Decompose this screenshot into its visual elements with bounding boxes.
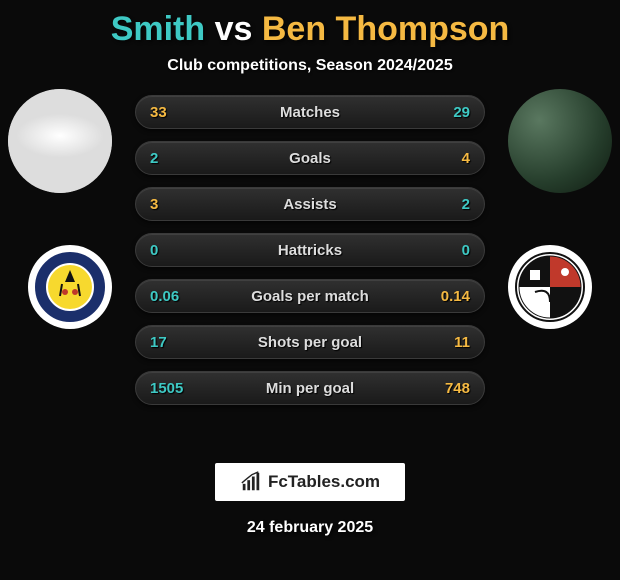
date-text: 24 february 2025 (0, 519, 620, 537)
player2-avatar (508, 89, 612, 193)
stat-label: Min per goal (136, 380, 484, 397)
player1-club-badge (28, 245, 112, 329)
chart-icon (240, 471, 262, 493)
stat-label: Hattricks (136, 242, 484, 259)
player1-avatar (8, 89, 112, 193)
stat-label: Goals (136, 150, 484, 167)
watermark: FcTables.com (215, 463, 405, 501)
stat-row: 3Assists2 (135, 187, 485, 221)
subtitle: Club competitions, Season 2024/2025 (0, 57, 620, 75)
comparison-panel: 33Matches292Goals43Assists20Hattricks00.… (0, 105, 620, 435)
stat-value-left: 0 (150, 242, 158, 259)
stat-label: Shots per goal (136, 334, 484, 351)
stat-value-left: 33 (150, 104, 167, 121)
stat-value-right: 2 (462, 196, 470, 213)
stat-row: 17Shots per goal11 (135, 325, 485, 359)
stat-value-left: 17 (150, 334, 167, 351)
stat-label: Matches (136, 104, 484, 121)
watermark-text: FcTables.com (268, 472, 380, 492)
stat-value-left: 3 (150, 196, 158, 213)
bromley-crest-icon (515, 252, 585, 322)
stat-value-right: 748 (445, 380, 470, 397)
player2-club-badge (508, 245, 592, 329)
stats-list: 33Matches292Goals43Assists20Hattricks00.… (135, 95, 485, 417)
stat-label: Goals per match (136, 288, 484, 305)
stat-value-right: 29 (453, 104, 470, 121)
stat-row: 1505Min per goal748 (135, 371, 485, 405)
stat-value-left: 1505 (150, 380, 183, 397)
stat-value-left: 0.06 (150, 288, 179, 305)
stat-row: 33Matches29 (135, 95, 485, 129)
stat-row: 0Hattricks0 (135, 233, 485, 267)
stat-value-left: 2 (150, 150, 158, 167)
vs-text: vs (215, 10, 253, 48)
player1-name: Smith (111, 10, 205, 48)
player2-name: Ben Thompson (262, 10, 509, 48)
stat-value-right: 4 (462, 150, 470, 167)
stat-value-right: 0.14 (441, 288, 470, 305)
stat-value-right: 0 (462, 242, 470, 259)
stat-row: 0.06Goals per match0.14 (135, 279, 485, 313)
stat-value-right: 11 (454, 334, 470, 351)
page-title: Smith vs Ben Thompson (0, 0, 620, 49)
afc-wimbledon-crest-icon (35, 252, 105, 322)
stat-label: Assists (136, 196, 484, 213)
stat-row: 2Goals4 (135, 141, 485, 175)
